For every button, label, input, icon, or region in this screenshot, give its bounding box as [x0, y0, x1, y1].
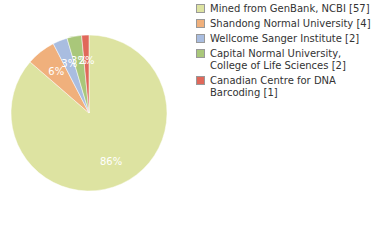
- html-text:Capital Normal University, Col: Capital Normal University, College of Li…: [210, 48, 346, 71]
- svg-text:2%: 2%: [79, 55, 95, 66]
- html-text:Shandong Normal University [4]: Shandong Normal University [4]: [210, 18, 371, 29]
- html-text:Canadian Centre for DNA Barcod: Canadian Centre for DNA Barcoding [1]: [210, 75, 336, 98]
- svg-text:6%: 6%: [48, 65, 65, 77]
- html-text:Mined from GenBank, NCBI [57]: Mined from GenBank, NCBI [57]: [210, 3, 370, 14]
- svg-text:3%: 3%: [61, 58, 78, 70]
- html-text:Wellcome Sanger Institute [2]: Wellcome Sanger Institute [2]: [210, 33, 360, 44]
- svg-text:86%: 86%: [100, 156, 122, 167]
